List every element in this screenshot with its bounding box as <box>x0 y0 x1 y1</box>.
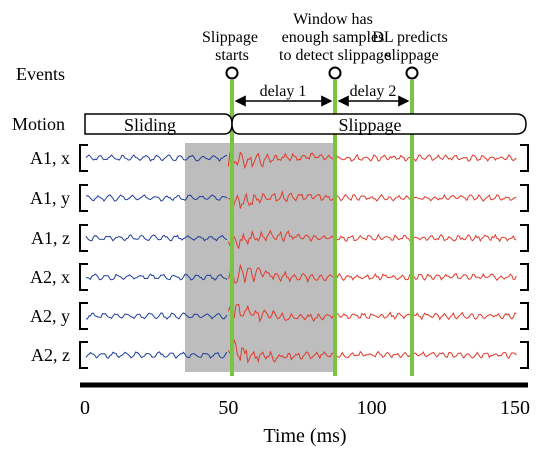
channel-label: A1, x <box>30 148 70 168</box>
channel-right-bracket <box>520 184 529 212</box>
sliding-signal-trace <box>85 154 228 163</box>
time-axis-label: Time (ms) <box>263 425 346 447</box>
time-tick-label: 50 <box>218 397 238 419</box>
motion-row-label: Motion <box>12 114 65 134</box>
sliding-signal-trace <box>85 351 228 360</box>
channel-left-bracket <box>79 184 88 212</box>
sliding-signal-trace <box>85 273 228 281</box>
channel-label: A1, y <box>30 188 70 208</box>
sliding-signal-trace <box>85 194 228 202</box>
dl-predicts-label: DL predicts slippage <box>372 29 451 64</box>
delay1-label: delay 1 <box>260 83 307 100</box>
channel-left-bracket <box>79 302 88 330</box>
time-tick-label: 100 <box>357 397 387 419</box>
channel-label: A2, y <box>30 306 70 326</box>
channel-labels: A1, x A1, y A1, z A2, x A2, y A2, z <box>30 144 529 369</box>
window-detect-label: Window has enough samples to detect slip… <box>279 11 391 64</box>
channel-left-bracket <box>79 263 88 291</box>
sliding-label: Sliding <box>124 115 176 135</box>
slippage-signal-trace <box>227 303 517 323</box>
window-detect-marker <box>328 66 342 80</box>
channel-right-bracket <box>520 263 529 291</box>
channel-right-bracket <box>520 302 529 330</box>
slippage-signal-trace <box>227 338 517 364</box>
time-tick-label: 150 <box>500 397 530 419</box>
channel-left-bracket <box>79 144 88 172</box>
signal-traces <box>85 151 517 364</box>
channel-label: A1, z <box>31 228 70 248</box>
sliding-signal-trace <box>86 312 228 320</box>
slippage-signal-trace <box>228 190 517 213</box>
slippage-start-marker <box>225 66 239 80</box>
slippage-signal-trace <box>227 229 517 250</box>
time-tick-label: 0 <box>80 397 90 419</box>
channel-right-bracket <box>520 341 529 369</box>
slippage-signal-trace <box>227 263 517 284</box>
slippage-starts-label: Slippage starts <box>202 29 262 64</box>
channel-left-bracket <box>79 341 88 369</box>
channel-left-bracket <box>79 224 88 252</box>
dl-predict-marker <box>405 66 419 80</box>
channel-label: A2, x <box>30 267 70 287</box>
slippage-phase-box <box>231 113 527 135</box>
detection-window-shading <box>185 143 335 372</box>
channel-right-bracket <box>520 144 529 172</box>
delay2-label: delay 2 <box>350 83 397 100</box>
events-row-label: Events <box>16 64 65 84</box>
sliding-signal-trace <box>85 234 228 242</box>
channel-right-bracket <box>520 224 529 252</box>
time-axis-ticks: 0 50 100 150 <box>80 397 530 419</box>
slippage-signal-trace <box>227 151 517 170</box>
slippage-label: Slippage <box>339 115 402 135</box>
channel-label: A2, z <box>31 345 70 365</box>
